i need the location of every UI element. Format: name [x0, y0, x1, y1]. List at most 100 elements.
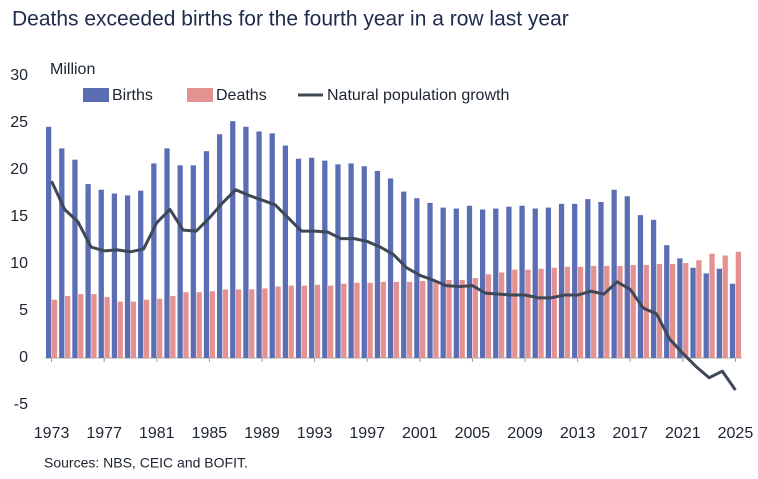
bar: [65, 295, 71, 358]
x-tick-label: 2013: [560, 425, 596, 442]
bar: [164, 148, 170, 358]
bar: [348, 163, 354, 358]
bar: [577, 266, 584, 358]
bar: [551, 267, 557, 358]
bar: [406, 281, 413, 358]
bar: [335, 164, 341, 358]
bar: [354, 282, 360, 358]
x-tick-label: 2021: [665, 425, 701, 442]
y-tick-label: 0: [19, 349, 28, 366]
source-note: Sources: NBS, CEIC and BOFIT.: [44, 455, 248, 471]
bar: [59, 148, 65, 358]
x-tick-label: 2001: [402, 425, 438, 442]
bar: [506, 206, 512, 358]
bar: [519, 205, 525, 358]
bar: [235, 289, 242, 358]
bar: [393, 281, 400, 358]
legend-label: Natural population growth: [327, 87, 509, 104]
bar: [328, 285, 334, 358]
legend-label: Births: [112, 87, 153, 104]
y-tick-label: 10: [10, 255, 28, 272]
y-tick-label: 15: [10, 208, 28, 225]
chart-title: Deaths exceeded births for the fourth ye…: [12, 8, 569, 31]
bar: [585, 199, 591, 358]
bar: [269, 133, 275, 358]
bar: [341, 283, 347, 358]
bar: [282, 145, 288, 358]
bar: [249, 289, 255, 358]
bar: [104, 296, 110, 358]
bar: [729, 283, 736, 358]
bar: [722, 255, 728, 358]
x-tick-label: 1981: [139, 425, 175, 442]
y-tick-label: 25: [10, 114, 28, 131]
bar: [735, 251, 741, 358]
y-tick-label: 30: [10, 67, 28, 84]
bar: [564, 266, 571, 358]
bar: [643, 264, 649, 358]
bar: [130, 301, 137, 358]
bar: [433, 280, 439, 358]
x-tick-label: 1993: [297, 425, 333, 442]
bar: [472, 278, 478, 358]
bar: [485, 274, 492, 358]
bar: [532, 208, 538, 358]
bar: [138, 190, 144, 358]
bar: [309, 157, 315, 358]
bar: [479, 209, 486, 358]
bar: [637, 215, 644, 358]
x-tick-label: 2009: [507, 425, 543, 442]
bar: [177, 165, 183, 358]
bar: [203, 151, 210, 358]
bar: [143, 299, 150, 358]
bar: [262, 288, 268, 358]
bar: [446, 279, 452, 358]
x-tick-label: 2025: [718, 425, 754, 442]
legend-swatch: [187, 88, 213, 102]
bar: [604, 265, 610, 358]
bar: [361, 166, 367, 358]
bar: [275, 286, 281, 358]
bar: [420, 280, 426, 358]
bar: [525, 269, 531, 358]
bar: [51, 299, 58, 358]
growth-line: [50, 180, 737, 391]
bar: [288, 285, 294, 358]
x-tick-label: 2005: [455, 425, 491, 442]
bar: [314, 284, 321, 358]
bar: [190, 165, 196, 358]
bar: [459, 279, 465, 358]
bar: [367, 282, 373, 358]
bar: [716, 268, 722, 358]
bar: [117, 301, 123, 358]
bar: [157, 298, 163, 358]
bar: [572, 203, 578, 358]
bar: [617, 265, 623, 358]
bar: [46, 126, 52, 358]
bar: [301, 285, 308, 358]
bar: [78, 294, 84, 358]
bar: [538, 268, 544, 358]
bar: [414, 198, 420, 358]
bar: [387, 178, 394, 358]
bar: [216, 134, 223, 358]
bar: [683, 263, 689, 358]
y-tick-label: -5: [14, 396, 28, 413]
x-tick-label: 1985: [192, 425, 228, 442]
bar: [124, 195, 131, 358]
bar: [709, 253, 715, 358]
bar: [170, 295, 176, 358]
bar: [591, 265, 597, 358]
bar: [322, 160, 328, 358]
bar: [380, 281, 386, 358]
bar: [558, 203, 565, 358]
bar: [664, 245, 670, 358]
bar: [222, 289, 229, 358]
bar: [466, 205, 473, 358]
bar: [98, 189, 104, 358]
bar: [499, 272, 505, 358]
bar: [111, 193, 118, 358]
bar: [512, 269, 518, 358]
bar: [656, 264, 663, 358]
